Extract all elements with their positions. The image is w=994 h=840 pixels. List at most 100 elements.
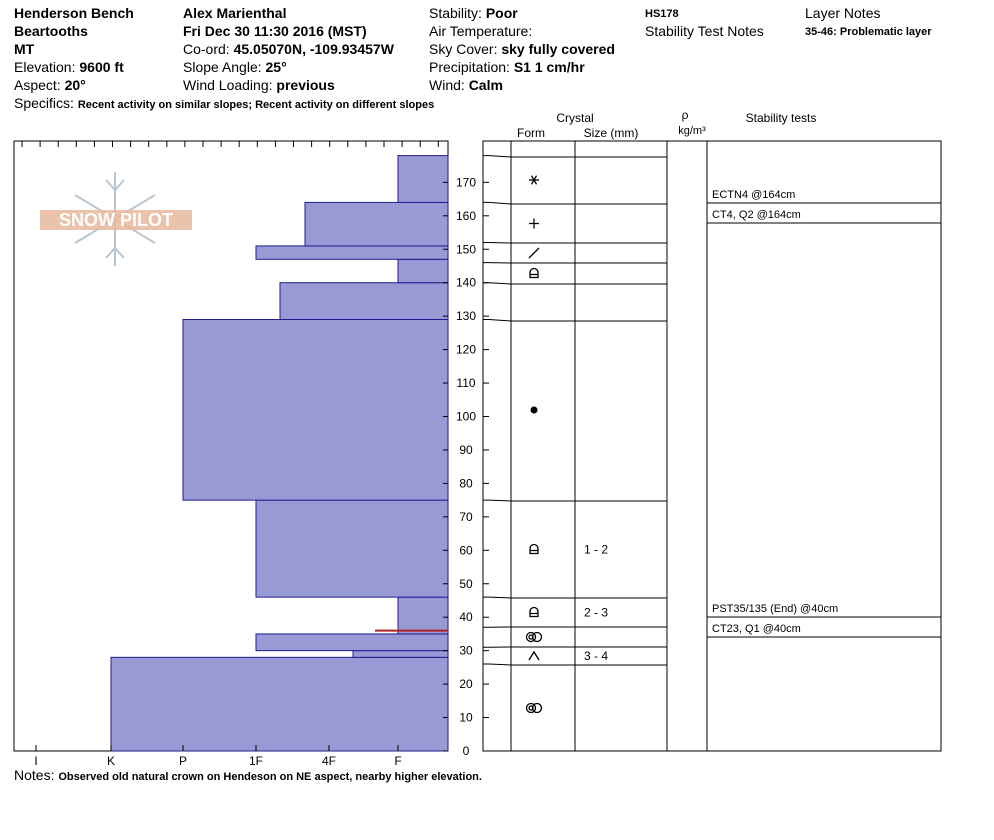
depth-tick-label: 120 bbox=[456, 343, 476, 357]
specifics-row: Specifics: Recent activity on similar sl… bbox=[14, 95, 435, 111]
depth-tick-label: 70 bbox=[459, 510, 473, 524]
observer-name: Alex Marienthal bbox=[183, 5, 287, 21]
faceted-rounded-icon bbox=[529, 606, 539, 618]
depth-hoar-icon bbox=[528, 650, 540, 661]
hardness-bar bbox=[255, 633, 449, 652]
wind-value: Calm bbox=[468, 77, 503, 93]
wind-row: Wind: Calm bbox=[429, 77, 503, 93]
rounded-grain-icon bbox=[530, 406, 538, 414]
layer-connector bbox=[483, 282, 512, 285]
hardness-bar bbox=[255, 499, 449, 598]
depth-tick-label: 50 bbox=[459, 577, 473, 591]
notes-row: Notes: Observed old natural crown on Hen… bbox=[14, 767, 482, 783]
depth-tick-label: 110 bbox=[456, 376, 475, 390]
observation-datetime: Fri Dec 30 11:30 2016 (MST) bbox=[183, 23, 367, 39]
elevation-value: 9600 ft bbox=[79, 59, 124, 75]
range-name: Beartooths bbox=[14, 23, 88, 39]
hardness-tick-label: F bbox=[394, 754, 401, 768]
slope-row: Slope Angle: 25° bbox=[183, 59, 287, 75]
grain-size-label: 2 - 3 bbox=[584, 606, 608, 620]
stability-row: Stability: Poor bbox=[429, 5, 518, 21]
hardness-tick-label: 1F bbox=[249, 754, 263, 768]
air-temp-label: Air Temperature: bbox=[429, 23, 533, 39]
density-unit: kg/m³ bbox=[678, 125, 706, 137]
hardness-tick-label: I bbox=[34, 754, 37, 768]
aspect-row: Aspect: 20° bbox=[14, 77, 86, 93]
depth-tick-label: 30 bbox=[459, 644, 473, 658]
melt-freeze-icon bbox=[525, 702, 543, 714]
hardness-axis: I K P 1F 4F F bbox=[21, 141, 439, 768]
depth-tick-label: 90 bbox=[459, 443, 473, 457]
hardness-tick-label: P bbox=[179, 754, 187, 768]
coord-row: Co-ord: 45.05070N, -109.93457W bbox=[183, 41, 394, 57]
layer-connector bbox=[483, 155, 512, 158]
layer-note-1: 35-46: Problematic layer bbox=[805, 26, 932, 38]
depth-tick-label: 170 bbox=[456, 175, 476, 189]
depth-tick-label: 100 bbox=[456, 410, 476, 424]
layer-connector bbox=[483, 201, 512, 205]
layer-notes-label: Layer Notes bbox=[805, 5, 881, 21]
stellar-icon bbox=[529, 175, 539, 185]
grain-size-label: 3 - 4 bbox=[584, 649, 608, 663]
coord-value: 45.05070N, -109.93457W bbox=[233, 41, 394, 57]
depth-tick-label: 130 bbox=[456, 309, 476, 323]
precip-value: S1 1 cm/hr bbox=[513, 59, 585, 75]
crystal-rows: 3 - 4 2 - 3 1 - 2 bbox=[483, 155, 667, 714]
hardness-bar bbox=[397, 596, 449, 632]
faceted-rounded-icon bbox=[529, 267, 539, 279]
state-name: MT bbox=[14, 41, 35, 57]
depth-tick-label: 150 bbox=[456, 242, 476, 256]
hardness-bar bbox=[352, 650, 449, 658]
hardness-bar bbox=[182, 318, 449, 501]
profile-id: HS178 bbox=[645, 8, 679, 20]
hardness-bar bbox=[397, 258, 449, 284]
depth-tick-label: 0 bbox=[463, 744, 470, 758]
melt-freeze-icon bbox=[525, 631, 543, 643]
layer-connector bbox=[483, 318, 512, 322]
depth-tick-label: 60 bbox=[459, 543, 473, 557]
hardness-bar bbox=[279, 282, 449, 320]
layer-connector bbox=[483, 596, 512, 599]
wind-loading-row: Wind Loading: previous bbox=[183, 77, 335, 93]
stability-test-rows: ECTN4 @164cm CT4, Q2 @164cm PST35/135 (End… bbox=[707, 189, 941, 638]
stability-value: Poor bbox=[485, 5, 518, 21]
stability-test-label: CT23, Q1 @40cm bbox=[712, 623, 801, 635]
hardness-bar bbox=[110, 656, 449, 752]
stability-test-label: ECTN4 @164cm bbox=[712, 189, 795, 201]
stability-test-notes-label: Stability Test Notes bbox=[645, 23, 764, 39]
data-table-frame bbox=[482, 140, 942, 752]
depth-tick-label: 160 bbox=[456, 209, 476, 223]
watermark-text: SNOW PILOT bbox=[59, 210, 173, 230]
depth-tick-label: 140 bbox=[456, 276, 476, 290]
wind-loading-value: previous bbox=[276, 77, 335, 93]
size-header: Size (mm) bbox=[584, 126, 639, 140]
grain-size-label: 1 - 2 bbox=[584, 543, 608, 557]
stability-test-label: PST35/135 (End) @40cm bbox=[712, 603, 838, 615]
density-symbol: ρ bbox=[682, 108, 689, 122]
notes-value: Observed old natural crown on Hendeson o… bbox=[58, 771, 482, 783]
slope-value: 25° bbox=[265, 59, 287, 75]
hardness-bar bbox=[255, 245, 449, 260]
location-name: Henderson Bench bbox=[14, 5, 134, 21]
precip-row: Precipitation: S1 1 cm/hr bbox=[429, 59, 585, 75]
decomposing-icon bbox=[528, 247, 540, 259]
stability-tests-header: Stability tests bbox=[746, 111, 817, 125]
hardness-bars bbox=[110, 155, 449, 752]
faceted-rounded-icon bbox=[529, 543, 539, 555]
depth-tick-label: 10 bbox=[459, 711, 473, 725]
hardness-tick-label: 4F bbox=[322, 754, 336, 768]
precipitation-particle-icon bbox=[529, 218, 539, 229]
hardness-bar bbox=[304, 201, 449, 247]
sky-row: Sky Cover: sky fully covered bbox=[429, 41, 615, 57]
layer-connector bbox=[483, 499, 512, 502]
snowpilot-logo: SNOW PILOT bbox=[40, 210, 192, 230]
aspect-value: 20° bbox=[64, 77, 86, 93]
elevation-row: Elevation: 9600 ft bbox=[14, 59, 124, 75]
layer-connector bbox=[483, 663, 512, 666]
form-header: Form bbox=[517, 126, 545, 140]
hardness-bar bbox=[397, 155, 449, 203]
specifics-value: Recent activity on similar slopes; Recen… bbox=[77, 99, 435, 111]
sky-value: sky fully covered bbox=[501, 41, 615, 57]
depth-axis: 0 10 20 30 40 50 60 70 80 90 100 110 120 130 140 150 160… bbox=[443, 175, 489, 758]
